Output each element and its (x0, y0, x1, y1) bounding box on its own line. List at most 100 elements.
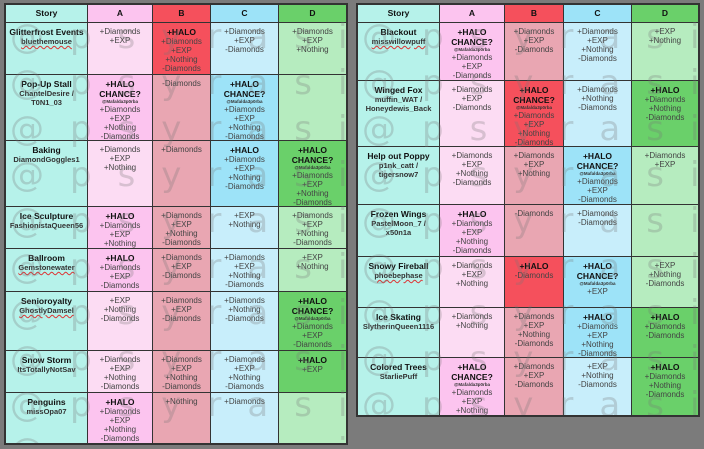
reward-line: +Diamonds (451, 312, 493, 321)
reward-line: +EXP (171, 46, 192, 55)
reward-line: -Diamonds (514, 138, 554, 146)
reward-line: +EXP (109, 36, 131, 45)
reward-line: +Nothing (165, 397, 198, 406)
story-cell: Baking DiamondGoggles1 (6, 141, 87, 206)
reward-line: +Nothing (517, 169, 551, 178)
reward-line: +EXP (171, 220, 192, 229)
story-author: tigersnow7 (378, 170, 419, 179)
reward-line: +Diamonds (513, 151, 555, 160)
reward-line: +EXP (587, 287, 608, 296)
reward-cell-d: +HALO +Diamonds +Nothing -Diamonds (632, 81, 698, 146)
halo-label: +HALO (650, 312, 680, 322)
reward-line: +Diamonds (577, 27, 618, 36)
reward-line: -Diamonds (225, 45, 264, 54)
reward-cell-b: -Diamonds (153, 75, 210, 140)
reward-line: +Nothing (103, 373, 137, 382)
reward-line: +Nothing (103, 305, 137, 314)
halo-label: +HALO (582, 261, 613, 271)
column-header-story: Story (358, 5, 439, 22)
reward-line: -Diamonds (578, 218, 617, 227)
reward-line: -Diamonds (225, 382, 264, 391)
reward-line: -Diamonds (645, 390, 685, 399)
reward-line: -Diamonds (225, 132, 264, 140)
halo-label: CHANCE? (576, 271, 619, 281)
halo-label: +HALO (457, 27, 487, 37)
story-author: PastelMoon_7 / (371, 219, 426, 228)
column-header-d: D (632, 5, 698, 22)
reward-line: +EXP (302, 36, 323, 45)
reward-line: +Diamonds (513, 27, 555, 36)
reward-line: +Nothing (455, 406, 489, 415)
reward-line: +Nothing (648, 36, 682, 45)
reward-cell-b: +HALO +Diamonds +EXP +Nothing -Diamonds (153, 23, 210, 74)
reward-cell-a: +Diamonds +EXP +Nothing (88, 141, 152, 206)
halo-label: +HALO (105, 397, 135, 407)
reward-cell-c: +Diamonds +EXP +Nothing -Diamonds (564, 23, 631, 80)
story-author: SlytherinQueen1116 (362, 322, 435, 331)
reward-line: +EXP (109, 296, 131, 305)
reward-line: -Diamonds (452, 178, 492, 187)
reward-line: -Diamonds (162, 79, 201, 88)
reward-line: +Nothing (296, 189, 329, 198)
story-title: Glitterfrost Events (9, 27, 84, 37)
halo-label: +HALO (519, 85, 549, 95)
reward-cell-d: +EXP +Nothing -Diamonds (632, 257, 698, 307)
halo-label: CHANCE? (576, 161, 619, 171)
reward-line: +EXP (234, 36, 255, 45)
story-cell: Blackout misswillowpuff (358, 23, 439, 80)
reward-cell-a: +Diamonds +Nothing (440, 308, 504, 357)
reward-line: +Diamonds (161, 37, 202, 46)
reward-cell-c: +HALO +Diamonds +EXP +Nothing -Diamonds (211, 141, 278, 206)
reward-line: -Diamonds (645, 279, 685, 288)
reward-line: -Diamonds (225, 314, 264, 323)
halo-label: +HALO (105, 211, 135, 221)
reward-line: +EXP (302, 331, 323, 340)
reward-line: -Diamonds (162, 382, 201, 391)
reward-cell-d: +HALO +EXP (279, 351, 346, 392)
reward-line: +Diamonds (161, 296, 202, 305)
reward-line: -Diamonds (514, 45, 554, 54)
reward-cell-d: +HALO +Diamonds +Nothing -Diamonds (632, 358, 698, 415)
reward-line: +Nothing (103, 123, 137, 132)
reward-line: -Diamonds (162, 271, 201, 280)
reward-cell-c: +HALO +Diamonds +EXP +Nothing -Diamonds (564, 308, 631, 357)
reward-line: +EXP (234, 211, 255, 220)
story-author: ChantelDesire / (19, 89, 74, 98)
reward-cell-b: +HALO CHANCE? @Mafalda3p0rba +Diamonds +EXP +… (505, 81, 563, 146)
reward-line: +EXP (109, 272, 131, 281)
reward-line: -Diamonds (100, 434, 140, 443)
credit-handle: @Mafalda3p0rba (294, 165, 331, 170)
credit-handle: @Mafalda3p0rba (102, 99, 138, 104)
story-cell: Frozen Wings PastelMoon_7 /x50n1a (358, 205, 439, 256)
halo-label: +HALO (519, 261, 549, 271)
reward-line: +EXP (654, 261, 676, 270)
story-author: T0N1_03 (31, 98, 62, 107)
reward-cell-d (632, 205, 698, 256)
reward-line: +Diamonds (99, 263, 141, 272)
halo-label: CHANCE? (291, 306, 334, 316)
story-title: Frozen Wings (370, 209, 427, 219)
reward-line: +Nothing (296, 45, 329, 54)
reward-cell-a: +Diamonds +EXP -Diamonds (440, 81, 504, 146)
reward-line: +Nothing (228, 123, 261, 132)
reward-cell-c: +HALO CHANCE? @Mafalda3p0rba +Diamonds +EXP +… (211, 75, 278, 140)
reward-line: -Diamonds (293, 198, 332, 206)
reward-line: +Nothing (455, 279, 489, 288)
reward-line: +EXP (234, 364, 255, 373)
reward-line: -Diamonds (645, 331, 685, 340)
story-author: FashionistaQueen56 (9, 221, 84, 230)
story-title: Winged Fox (374, 85, 423, 95)
halo-label: CHANCE? (513, 95, 555, 105)
halo-label: +HALO (229, 79, 260, 89)
halo-label: +HALO (297, 296, 328, 306)
reward-cell-b: +Diamonds +EXP +Nothing -Diamonds (153, 351, 210, 392)
reward-line: +Nothing (648, 104, 682, 113)
reward-line: +EXP (171, 305, 192, 314)
story-author: GhostlyDamsel (19, 306, 74, 315)
story-author: p1nk_catt / (378, 161, 419, 170)
story-author: misswillowpuff (371, 37, 426, 46)
reward-line: +Diamonds (644, 95, 686, 104)
halo-label: +HALO (229, 145, 260, 155)
reward-cell-a: +HALO +Diamonds +EXP +Nothing -Diamonds (440, 205, 504, 256)
story-cell: Help out Poppy p1nk_catt / tigersnow7 (358, 147, 439, 204)
